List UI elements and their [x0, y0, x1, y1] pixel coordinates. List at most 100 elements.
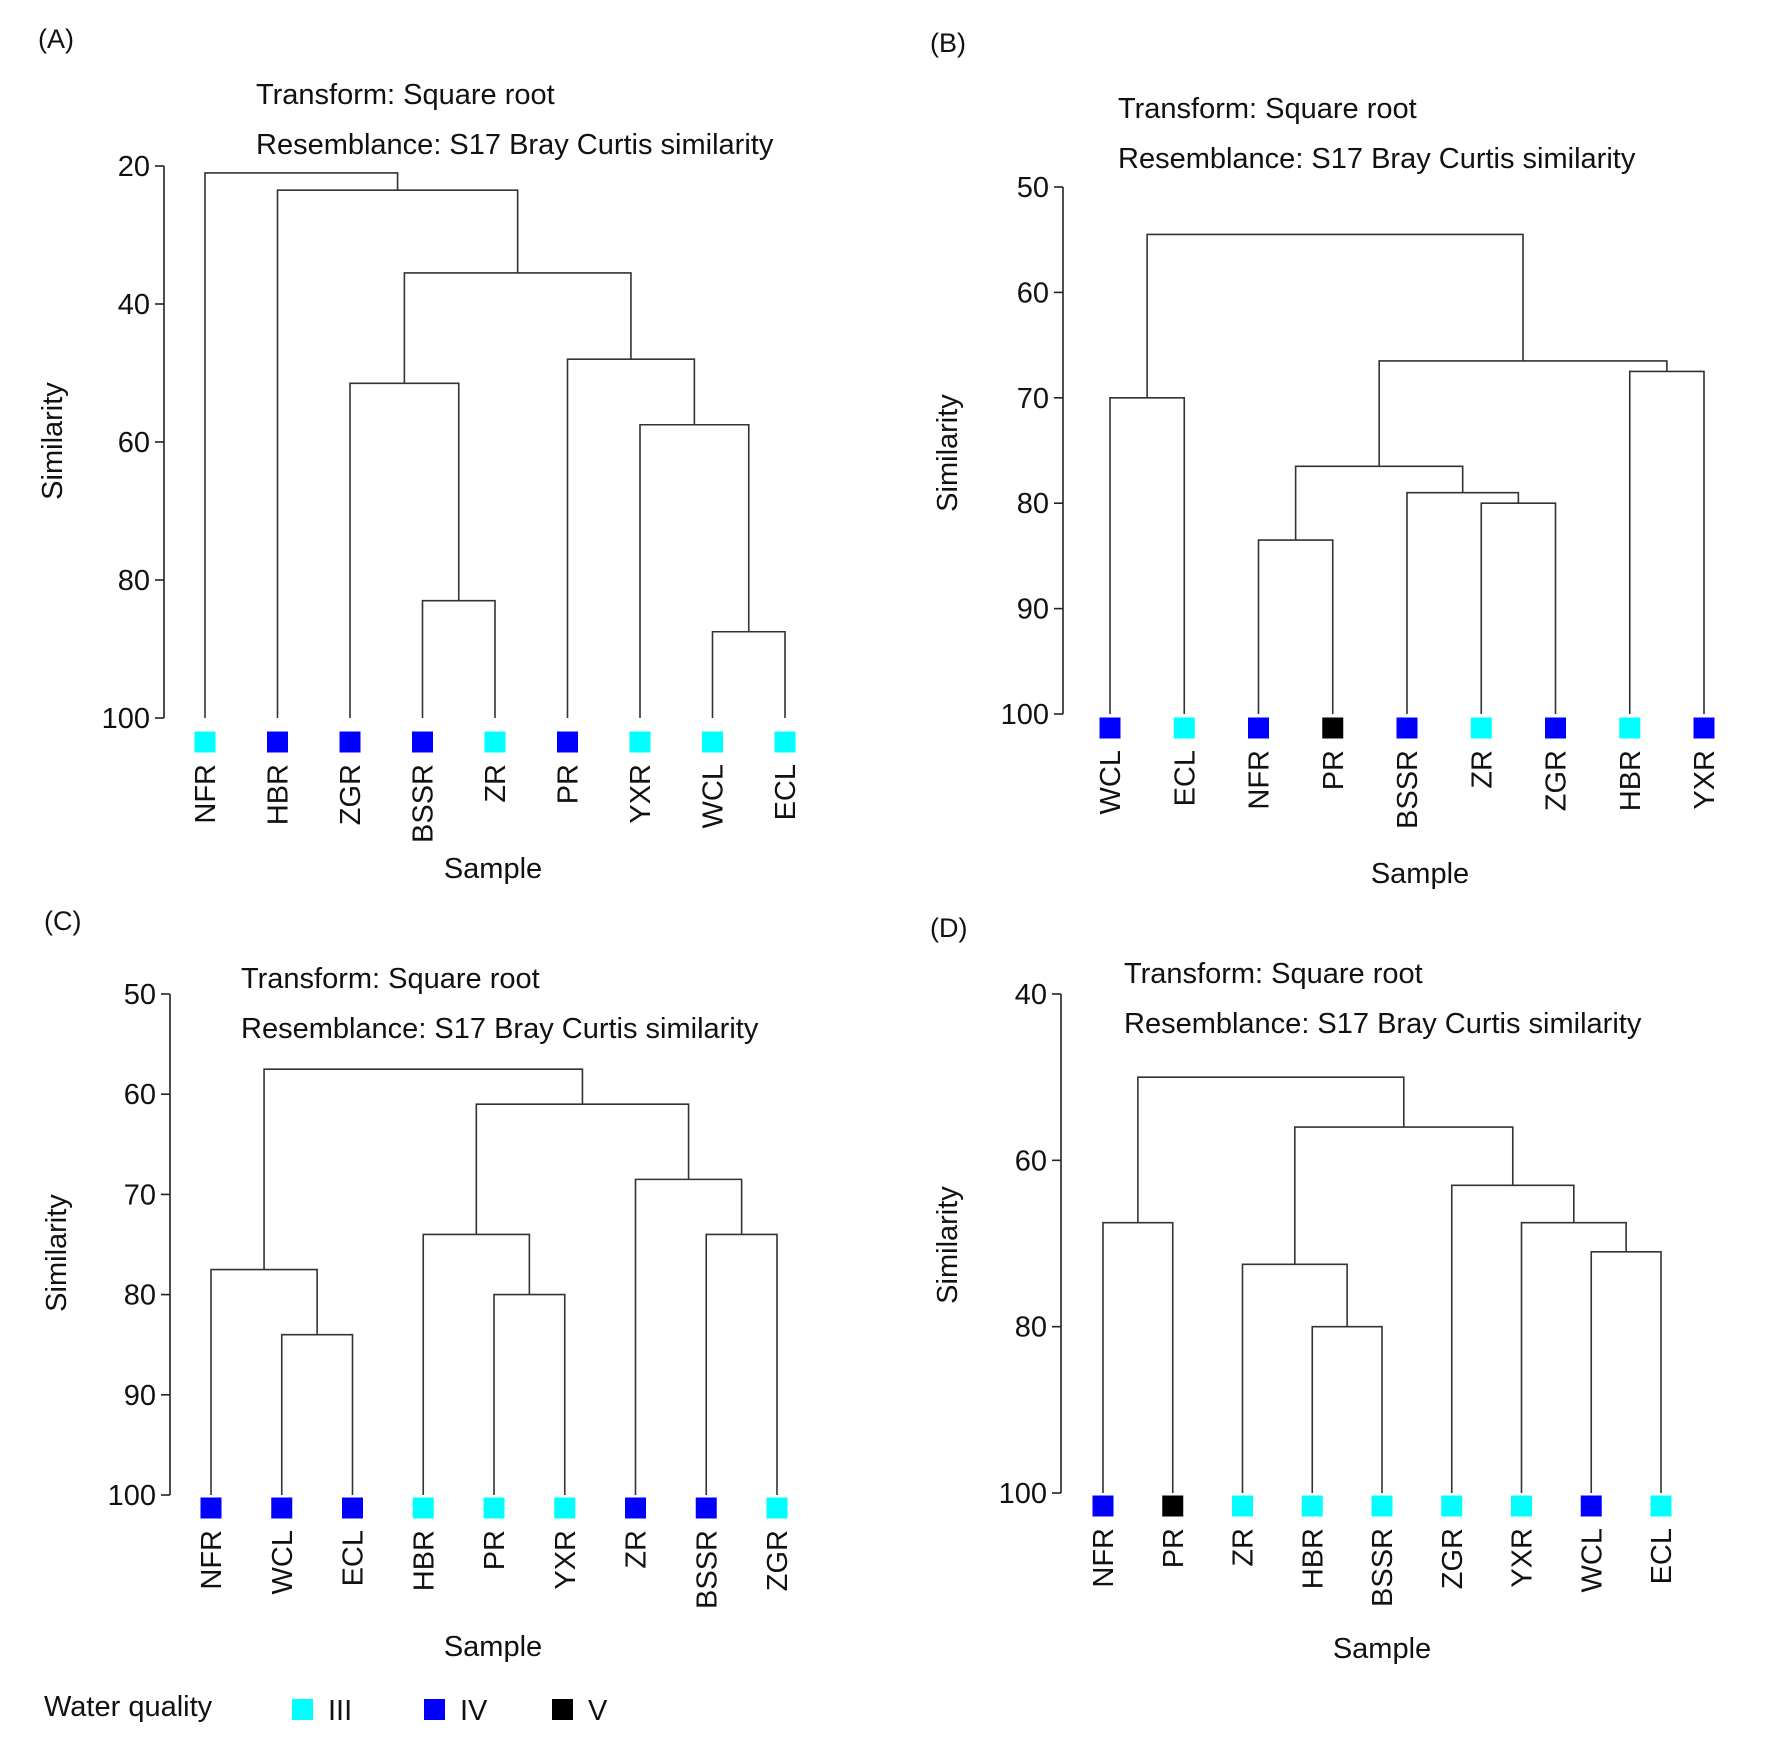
panel-a-leaf-marker-zr	[484, 731, 506, 753]
panel-d-y-axis: 40 60 80 100	[999, 979, 1062, 1510]
panel-b-y-axis: 50 60 70 80 90 100	[1001, 172, 1064, 731]
panel-d-merge-7	[1137, 1076, 1405, 1223]
panel-b-leaf-marker-zgr	[1545, 717, 1566, 739]
panel-b-merge-7	[1146, 233, 1524, 398]
panel-b-leaf-label-wcl: WCL	[1095, 750, 1127, 814]
panel-d-leaf-label-yxr: YXR	[1507, 1528, 1539, 1588]
panel-d-leaf-marker-zgr	[1441, 1495, 1463, 1517]
panel-b-leaf-marker-zr	[1470, 717, 1492, 739]
panel-c-y-tick-label-70: 70	[124, 1179, 156, 1211]
panel-c-leaf-label-wcl: WCL	[267, 1530, 299, 1594]
panel-d-leaf-marker-yxr	[1511, 1495, 1532, 1517]
panel-c-y-axis-title: Similarity	[41, 1194, 73, 1312]
panel-a-y-tick-label-40: 40	[118, 289, 150, 321]
panel-c-y-tick-label-100: 100	[108, 1480, 156, 1512]
panel-c-leaf-marker-nfr	[200, 1497, 222, 1519]
panel-b-y-tick-label-60: 60	[1017, 277, 1049, 309]
panel-a-leaf-label-ecl: ECL	[770, 764, 802, 820]
panel-a-y-axis-title: Similarity	[37, 382, 69, 500]
panel-a: (A) Transform: Square root Resemblance: …	[37, 24, 802, 885]
panel-c-leaf-label-nfr: NFR	[196, 1530, 228, 1590]
panel-c-y-axis: 50 60 70 80 90 100	[108, 979, 171, 1512]
panel-b-dendrogram-links	[1109, 233, 1705, 714]
panel-c-y-tick-label-50: 50	[124, 979, 156, 1011]
panel-b-leaf-label-pr: PR	[1318, 750, 1350, 790]
panel-b-leaf-label-hbr: HBR	[1615, 750, 1647, 811]
panel-d-leaf-label-zr: ZR	[1228, 1528, 1260, 1567]
panel-d-leaf-label-ecl: ECL	[1646, 1528, 1678, 1584]
panel-a-leaf-label-bssr: BSSR	[408, 764, 440, 843]
legend-label-v: V	[588, 1695, 608, 1727]
panel-a-leaf-label-hbr: HBR	[263, 764, 295, 825]
panel-c-leaf-marker-zgr	[766, 1497, 788, 1519]
panel-c-leaf-label-pr: PR	[479, 1530, 511, 1570]
panel-c-leaf-marker-wcl	[271, 1497, 293, 1519]
panel-c-x-axis-title: Sample	[444, 1631, 542, 1663]
panel-d-leaf-label-hbr: HBR	[1297, 1528, 1329, 1589]
panel-d-leaf-marker-pr	[1162, 1495, 1184, 1517]
panel-d-label: (D)	[930, 913, 967, 943]
panel-b-leaf-marker-pr	[1322, 717, 1344, 739]
panel-c-leaf-label-ecl: ECL	[338, 1530, 370, 1586]
panel-b-leaf-marker-hbr	[1619, 717, 1641, 739]
panel-a-y-tick-label-80: 80	[118, 565, 150, 597]
panel-c-leaf-marker-yxr	[554, 1497, 576, 1519]
panel-b-leaf-label-nfr: NFR	[1244, 750, 1276, 810]
panel-d-y-tick-label-80: 80	[1015, 1312, 1047, 1344]
legend-title: Water quality	[44, 1691, 213, 1723]
panel-a-leaf-marker-yxr	[629, 731, 651, 753]
panel-c-y-tick-label-90: 90	[124, 1380, 156, 1412]
panel-c-merge-7	[263, 1068, 584, 1270]
panel-b-leaf-marker-nfr	[1248, 717, 1269, 739]
panel-b-leaf-label-zr: ZR	[1466, 750, 1498, 789]
panel-c-leaf-marker-ecl	[342, 1497, 363, 1519]
panel-b-y-tick-label-100: 100	[1001, 699, 1049, 731]
panel-a-leaf-marker-hbr	[267, 731, 288, 753]
panel-d-leaf-label-nfr: NFR	[1088, 1528, 1120, 1588]
panel-b-leaf-marker-ecl	[1173, 717, 1195, 739]
panel-a-merge-7	[204, 172, 399, 718]
panel-b-transform-text: Transform: Square root	[1118, 93, 1417, 125]
panel-a-leaves: NFR HBR ZGR BSSR ZR PR YXR WCL ECL	[190, 731, 802, 843]
panel-d-leaf-label-wcl: WCL	[1576, 1528, 1608, 1592]
panel-c-dendrogram-links	[210, 1068, 778, 1495]
panel-d-resemblance-text: Resemblance: S17 Bray Curtis similarity	[1124, 1008, 1642, 1040]
panel-a-y-axis: 20 40 60 80 100	[102, 151, 165, 735]
panel-a-y-tick-label-20: 20	[118, 151, 150, 183]
panel-d-merge-0	[1102, 1221, 1174, 1493]
panel-c-y-tick-label-60: 60	[124, 1079, 156, 1111]
panel-d: (D) Transform: Square root Resemblance: …	[930, 913, 1678, 1665]
panel-d-y-tick-label-60: 60	[1015, 1145, 1047, 1177]
legend-label-iii: III	[328, 1695, 352, 1727]
panel-c-leaf-marker-pr	[483, 1497, 505, 1519]
panel-b-leaves: WCL ECL NFR PR BSSR ZR ZGR HBR YXR	[1095, 717, 1721, 829]
panel-d-y-axis-title: Similarity	[932, 1186, 964, 1304]
panel-d-leaf-marker-nfr	[1092, 1495, 1114, 1517]
legend: Water quality III IV V	[44, 1691, 608, 1727]
panel-a-leaf-marker-bssr	[412, 731, 433, 753]
panel-a-transform-text: Transform: Square root	[256, 79, 555, 111]
panel-a-label: (A)	[38, 24, 74, 54]
panel-b-leaf-marker-yxr	[1693, 717, 1715, 739]
panel-d-merge-1	[1311, 1325, 1383, 1493]
panel-b-resemblance-text: Resemblance: S17 Bray Curtis similarity	[1118, 143, 1636, 175]
panel-b-y-axis-title: Similarity	[932, 394, 964, 512]
panel-c-leaf-label-yxr: YXR	[550, 1530, 582, 1590]
panel-c-leaf-marker-zr	[625, 1497, 646, 1519]
panel-a-leaf-marker-ecl	[774, 731, 796, 753]
panel-c-label: (C)	[44, 906, 81, 936]
panel-d-leaf-label-zgr: ZGR	[1437, 1528, 1469, 1589]
panel-d-x-axis-title: Sample	[1333, 1633, 1431, 1665]
panel-a-dendrogram-links	[204, 172, 786, 718]
panel-a-x-axis-title: Sample	[444, 853, 542, 885]
panel-d-merge-3	[1590, 1251, 1662, 1493]
panel-d-leaf-marker-ecl	[1650, 1495, 1672, 1517]
panel-b-y-tick-label-80: 80	[1017, 488, 1049, 520]
panel-c-resemblance-text: Resemblance: S17 Bray Curtis similarity	[241, 1013, 759, 1045]
panel-d-transform-text: Transform: Square root	[1124, 958, 1423, 990]
panel-a-leaf-label-yxr: YXR	[625, 764, 657, 824]
panel-d-leaf-marker-bssr	[1371, 1495, 1393, 1517]
panel-b-y-tick-label-90: 90	[1017, 594, 1049, 626]
